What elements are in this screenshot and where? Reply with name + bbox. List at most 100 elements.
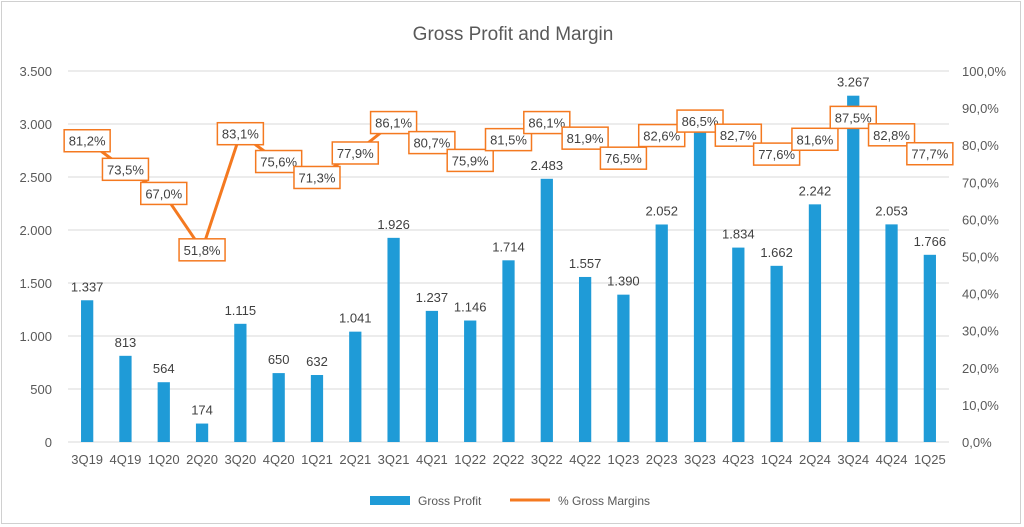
line-data-label-text: 82,7% (720, 128, 757, 143)
line-data-label: 75,9% (447, 149, 493, 171)
right-tick-label: 70,0% (962, 175, 999, 190)
category-label: 4Q19 (110, 452, 142, 467)
line-data-label: 81,9% (562, 127, 608, 149)
line-data-label: 51,8% (179, 239, 225, 261)
left-tick-label: 3.000 (19, 117, 52, 132)
right-tick-label: 50,0% (962, 250, 999, 265)
bar (464, 321, 476, 442)
line-data-label-text: 81,5% (490, 133, 527, 148)
bar (119, 356, 131, 442)
bar (579, 277, 591, 442)
bar-data-label: 1.041 (339, 311, 372, 326)
bar-data-label: 1.834 (722, 227, 755, 242)
bar (924, 255, 936, 442)
category-label: 3Q23 (684, 452, 716, 467)
right-axis-ticks: 0,0% 10,0% 20,0% 30,0% 40,0% 50,0% 60,0% 70,0% 8… (962, 64, 1007, 450)
left-tick-label: 0 (45, 435, 52, 450)
chart-title: Gross Profit and Margin (413, 24, 614, 45)
category-label: 1Q24 (761, 452, 793, 467)
line-data-label-text: 77,7% (911, 147, 948, 162)
line-data-label-text: 87,5% (835, 110, 872, 125)
bar-data-label: 1.337 (71, 279, 104, 294)
right-tick-label: 40,0% (962, 287, 999, 302)
bar (541, 179, 553, 442)
bar-data-label: 813 (115, 335, 137, 350)
bar-data-label: 632 (306, 354, 328, 369)
right-tick-label: 60,0% (962, 212, 999, 227)
bar-data-label: 1.557 (569, 256, 602, 271)
bar-data-label: 1.714 (492, 239, 525, 254)
bar-data-label: 2.053 (875, 203, 908, 218)
category-label: 1Q21 (301, 452, 333, 467)
bar-data-label: 1.237 (416, 290, 449, 305)
legend-label-gross-margins: % Gross Margins (558, 494, 650, 508)
category-label: 2Q22 (493, 452, 525, 467)
bar-data-label: 1.926 (377, 217, 410, 232)
line-data-label-text: 86,1% (375, 116, 412, 131)
bar (196, 424, 208, 442)
right-tick-label: 100,0% (962, 64, 1007, 79)
line-data-label-text: 81,2% (69, 134, 106, 149)
bar-data-label: 174 (191, 403, 213, 418)
line-data-label-text: 86,1% (528, 116, 565, 131)
category-label: 3Q21 (378, 452, 410, 467)
category-label: 3Q20 (224, 452, 256, 467)
category-label: 1Q25 (914, 452, 946, 467)
bar (502, 260, 514, 442)
category-axis-labels: 3Q19 4Q19 1Q20 2Q20 3Q20 4Q20 1Q21 2Q21 3Q21 4Q21… (71, 452, 946, 467)
category-label: 3Q19 (71, 452, 103, 467)
left-tick-label: 3.500 (19, 64, 52, 79)
bar-data-label: 2.242 (799, 183, 832, 198)
line-data-label: 67,0% (141, 182, 187, 204)
legend: Gross Profit % Gross Margins (370, 494, 650, 508)
line-data-label-text: 83,1% (222, 127, 259, 142)
line-data-label-text: 86,5% (682, 114, 719, 129)
line-data-label-text: 81,6% (796, 132, 833, 147)
left-tick-label: 1.000 (19, 329, 52, 344)
line-data-label-text: 82,6% (643, 129, 680, 144)
bar (885, 224, 897, 442)
category-label: 4Q22 (569, 452, 601, 467)
category-label: 2Q24 (799, 452, 831, 467)
category-label: 1Q20 (148, 452, 180, 467)
left-axis-ticks: 0 500 1.000 1.500 2.000 2.500 3.000 3.500 (19, 64, 52, 450)
left-tick-label: 1.500 (19, 276, 52, 291)
bar (311, 375, 323, 442)
line-data-label: 76,5% (600, 147, 646, 169)
category-label: 4Q23 (722, 452, 754, 467)
line-data-label: 81,2% (64, 130, 110, 152)
chart-frame: Gross Profit and Margin 0 500 1.000 1.500 2.… (1, 1, 1021, 524)
category-label: 3Q24 (837, 452, 869, 467)
line-data-label-text: 80,7% (413, 136, 450, 151)
bar (617, 295, 629, 442)
line-data-label-text: 75,9% (452, 153, 489, 168)
category-label: 3Q22 (531, 452, 563, 467)
bar (158, 382, 170, 442)
category-label: 4Q20 (263, 452, 295, 467)
legend-label-gross-profit: Gross Profit (418, 494, 482, 508)
bar-data-label: 1.390 (607, 274, 640, 289)
left-tick-label: 500 (30, 382, 52, 397)
line-data-label-text: 71,3% (299, 170, 336, 185)
left-tick-label: 2.000 (19, 223, 52, 238)
category-label: 2Q23 (646, 452, 678, 467)
bar-data-label: 1.662 (760, 245, 793, 260)
line-data-label-text: 73,5% (107, 162, 144, 177)
right-tick-label: 10,0% (962, 398, 999, 413)
chart-canvas: Gross Profit and Margin 0 500 1.000 1.500 2.… (2, 2, 1022, 525)
left-tick-label: 2.500 (19, 170, 52, 185)
bar-data-label: 564 (153, 361, 175, 376)
line-data-label-text: 77,6% (758, 147, 795, 162)
bar-data-label: 2.052 (645, 203, 678, 218)
right-tick-label: 80,0% (962, 138, 999, 153)
line-data-label: 77,7% (907, 143, 953, 165)
line-data-label: 77,9% (332, 142, 378, 164)
right-tick-label: 0,0% (962, 435, 992, 450)
line-data-label-text: 82,8% (873, 128, 910, 143)
category-label: 4Q21 (416, 452, 448, 467)
bar-data-label: 3.267 (837, 75, 870, 90)
bar (273, 373, 285, 442)
bar-data-label: 1.146 (454, 300, 487, 315)
bar (349, 332, 361, 442)
right-tick-label: 20,0% (962, 361, 999, 376)
